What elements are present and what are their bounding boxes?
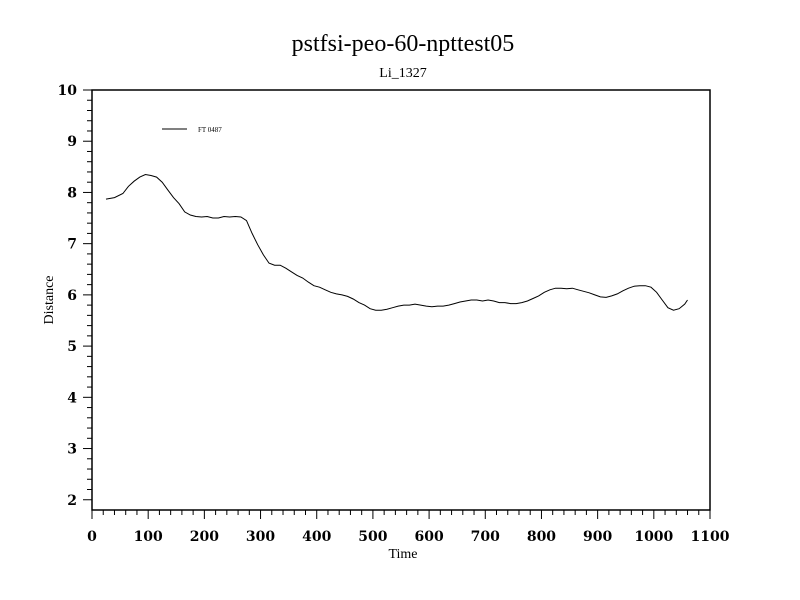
x-tick-label: 700	[471, 529, 500, 545]
x-tick-label: 400	[302, 529, 331, 545]
x-axis-ticks	[91, 510, 711, 519]
x-tick-label: 200	[190, 529, 219, 545]
x-tick-label: 900	[583, 529, 612, 545]
y-axis-ticks	[83, 89, 92, 501]
legend: FT 0487	[162, 126, 222, 134]
x-tick-label: 600	[414, 529, 443, 545]
y-tick-label: 3	[67, 442, 77, 458]
y-tick-label: 8	[67, 185, 77, 201]
y-tick-label: 7	[67, 237, 77, 253]
y-tick-label: 6	[67, 288, 77, 304]
x-tick-label: 1100	[691, 529, 730, 545]
y-axis-tick-labels: 2 3 4 5 6 7 8 9 10	[58, 83, 78, 509]
x-axis-tick-labels: 0 100 200 300 400 500 600 700 800 900 1000 1100	[87, 529, 730, 545]
y-tick-label: 4	[67, 390, 77, 406]
x-axis-label: Time	[388, 547, 417, 562]
x-tick-label: 500	[358, 529, 387, 545]
x-tick-label: 100	[134, 529, 163, 545]
y-tick-label: 10	[58, 83, 78, 99]
chart-title: pstfsi-peo-60-npttest05	[292, 31, 515, 57]
series-line-ft-0487	[105, 173, 688, 311]
y-tick-label: 2	[67, 493, 77, 509]
x-tick-label: 300	[246, 529, 275, 545]
plot-frame	[91, 89, 711, 511]
x-tick-label: 0	[87, 529, 97, 545]
chart-subtitle: Li_1327	[379, 66, 426, 81]
x-tick-label: 1000	[634, 529, 673, 545]
y-tick-label: 9	[67, 134, 77, 150]
y-tick-label: 5	[67, 339, 77, 355]
y-axis-label: Distance	[42, 276, 57, 325]
legend-label: FT 0487	[198, 126, 222, 134]
x-tick-label: 800	[527, 529, 556, 545]
